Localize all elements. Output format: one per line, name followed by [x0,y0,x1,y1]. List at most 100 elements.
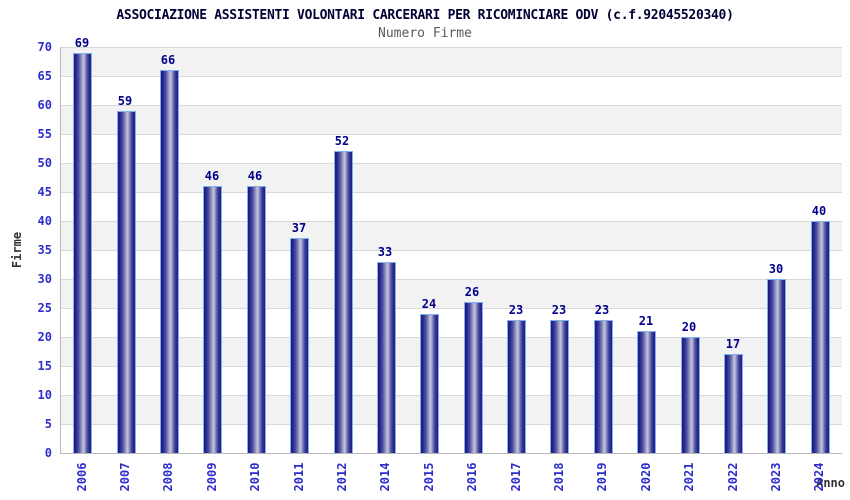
bar [767,279,786,453]
y-tick-label: 50 [37,156,52,170]
bar-value-label: 46 [247,169,263,183]
x-tick-label: 2011 [292,462,306,492]
chart-subtitle: Numero Firme [378,26,472,41]
plot-band [61,308,842,337]
plot-band [61,337,842,366]
gridline [61,221,842,222]
bar-value-label: 30 [768,262,784,276]
plot-band [61,105,842,134]
gridline [61,47,842,48]
bar [334,151,353,453]
plot-band [61,366,842,395]
bar [203,186,222,453]
x-tick-label: 2022 [726,462,740,492]
gridline [61,366,842,367]
y-tick-label: 60 [37,98,52,112]
x-tick-label: 2014 [378,462,392,492]
x-tick-label: 2021 [682,462,696,492]
bar [464,302,483,453]
bar-value-label: 69 [74,36,90,50]
gridline [61,308,842,309]
bar-value-label: 17 [725,337,741,351]
bar-value-label: 23 [594,303,610,317]
plot-band [61,279,842,308]
bar-value-label: 59 [117,94,133,108]
y-tick-label: 10 [37,388,52,402]
bar-value-label: 37 [291,221,307,235]
bar-value-label: 20 [681,320,697,334]
x-tick-label: 2012 [335,462,349,492]
bar [724,354,743,453]
x-tick-label: 2006 [75,462,89,492]
x-tick-label: 2020 [639,462,653,492]
x-tick-label: 2008 [161,462,175,492]
plot-band [61,250,842,279]
x-axis-title: Anno [816,476,845,490]
y-tick-label: 15 [37,359,52,373]
x-tick-label: 2015 [422,462,436,492]
bar-value-label: 21 [638,314,654,328]
bar [117,111,136,453]
plot-band [61,395,842,424]
x-tick-label: 2024 [812,462,826,492]
plot-band [61,221,842,250]
gridline [61,250,842,251]
bar [160,70,179,453]
bar-value-label: 40 [811,204,827,218]
x-tick-label: 2018 [552,462,566,492]
plot-band [61,76,842,105]
y-tick-label: 70 [37,40,52,54]
bar-value-label: 26 [464,285,480,299]
bar-value-label: 23 [551,303,567,317]
y-tick-label: 0 [44,446,52,460]
x-tick-label: 2016 [465,462,479,492]
y-tick-label: 45 [37,185,52,199]
bar-value-label: 33 [377,245,393,259]
x-tick-label: 2010 [248,462,262,492]
bar-value-label: 46 [204,169,220,183]
y-tick-label: 20 [37,330,52,344]
chart-title: ASSOCIAZIONE ASSISTENTI VOLONTARI CARCER… [116,8,734,23]
gridline [61,337,842,338]
plot-band [61,192,842,221]
y-tick-label: 40 [37,214,52,228]
x-tick-label: 2019 [595,462,609,492]
bar [247,186,266,453]
bar [290,238,309,453]
plot-band [61,47,842,76]
bar [594,320,613,453]
gridline [61,76,842,77]
bar [811,221,830,453]
gridline [61,192,842,193]
bar [637,331,656,453]
y-tick-label: 30 [37,272,52,286]
bar-value-label: 66 [160,53,176,67]
gridline [61,279,842,280]
gridline [61,424,842,425]
bar [377,262,396,453]
gridline [61,395,842,396]
y-tick-label: 5 [44,417,52,431]
bar [507,320,526,453]
plot-band [61,134,842,163]
bar-value-label: 24 [421,297,437,311]
bar-value-label: 23 [508,303,524,317]
y-tick-label: 65 [37,69,52,83]
plot-band [61,424,842,453]
gridline [61,134,842,135]
plot-area [60,47,842,454]
x-tick-label: 2023 [769,462,783,492]
x-tick-label: 2009 [205,462,219,492]
bar [420,314,439,453]
x-tick-label: 2007 [118,462,132,492]
x-tick-label: 2017 [509,462,523,492]
bar-value-label: 52 [334,134,350,148]
bar [550,320,569,453]
y-tick-label: 25 [37,301,52,315]
plot-band [61,163,842,192]
bar [73,53,92,453]
y-tick-label: 35 [37,243,52,257]
y-tick-label: 55 [37,127,52,141]
gridline [61,105,842,106]
